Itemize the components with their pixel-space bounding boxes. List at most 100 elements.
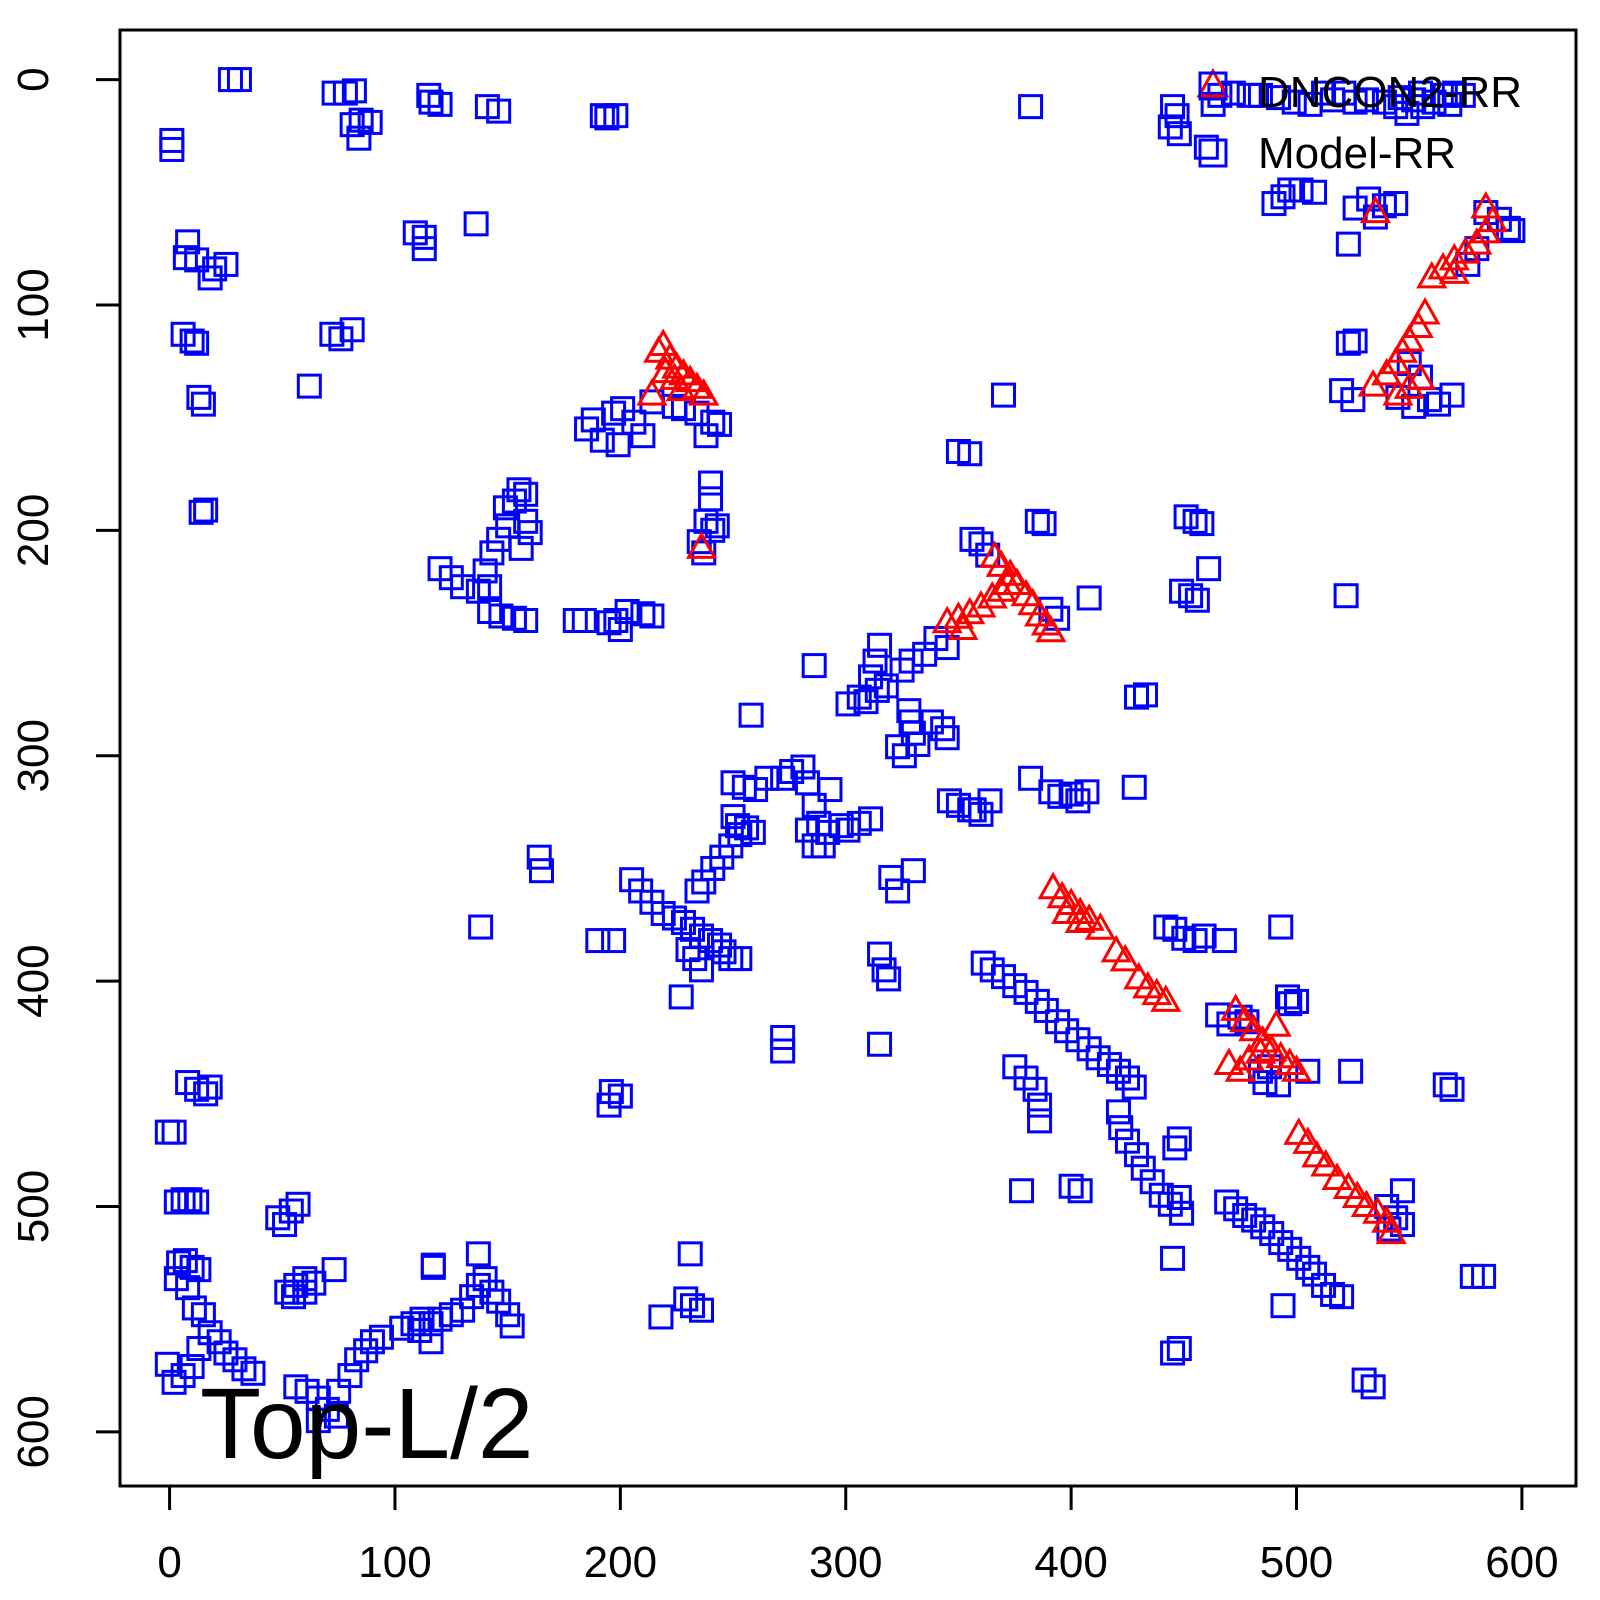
dncon2-rr-point-17 <box>976 580 1008 609</box>
model-rr-point-373 <box>240 1360 266 1386</box>
model-rr-point-15 <box>486 98 512 124</box>
model-rr-point-77 <box>1342 195 1368 221</box>
dncon2-rr-point-44 <box>1449 236 1482 264</box>
model-rr-point-405 <box>368 1324 394 1350</box>
model-rr-point-18 <box>603 103 629 129</box>
model-rr-point-359 <box>184 1189 210 1215</box>
model-rr-point-330 <box>1471 1263 1497 1289</box>
dncon2-rr-point-36 <box>1402 310 1434 339</box>
model-rr-point-22 <box>1157 114 1183 140</box>
model-rr-point-196 <box>828 813 854 839</box>
y-tick-label-0: 0 <box>9 67 58 91</box>
dncon2-rr-point-64 <box>1220 993 1252 1021</box>
dncon2-rr-point-6 <box>681 371 713 399</box>
model-rr-point-205 <box>734 815 760 841</box>
model-rr-point-171 <box>873 673 899 699</box>
dncon2-rr-point-14 <box>942 601 975 629</box>
model-rr-point-260 <box>1121 774 1147 800</box>
model-rr-point-377 <box>161 1369 187 1395</box>
model-rr-point-163 <box>898 648 924 674</box>
model-rr-point-131 <box>492 495 518 521</box>
model-rr-point-181 <box>891 743 917 769</box>
dncon2-rr-point-38 <box>1382 378 1414 406</box>
model-rr-point-190 <box>790 754 816 780</box>
model-rr-point-355 <box>161 1119 187 1145</box>
model-rr-point-165 <box>867 632 893 658</box>
model-rr-point-180 <box>934 725 960 751</box>
model-rr-point-20 <box>1160 94 1186 120</box>
dncon2-rr-point-30 <box>1359 195 1391 224</box>
dncon2-rr-point-7 <box>688 378 720 406</box>
model-rr-point-336 <box>1259 1221 1285 1247</box>
model-rr-point-183 <box>738 702 764 728</box>
model-rr-point-136 <box>517 520 543 546</box>
model-rr-point-88 <box>1401 393 1427 419</box>
model-rr-point-261 <box>1173 504 1199 530</box>
model-rr-point-313 <box>1166 1185 1192 1211</box>
model-rr-point-304 <box>1009 1178 1035 1204</box>
model-rr-point-246 <box>885 878 911 904</box>
x-tick-label-100: 100 <box>358 1538 431 1587</box>
model-rr-point-348 <box>1058 1173 1084 1199</box>
model-rr-point-23 <box>1166 121 1192 147</box>
model-rr-point-5 <box>332 80 358 106</box>
model-rr-point-381 <box>193 1081 219 1107</box>
model-rr-point-403 <box>353 1338 379 1364</box>
model-rr-point-6 <box>341 78 367 104</box>
model-rr-point-155 <box>1024 508 1050 534</box>
model-rr-point-407 <box>400 1311 426 1337</box>
dncon2-rr-point-39 <box>1393 371 1425 399</box>
model-rr-point-54 <box>213 251 239 277</box>
model-rr-point-52 <box>184 247 210 273</box>
model-rr-point-204 <box>725 813 751 839</box>
model-rr-point-272 <box>1182 928 1208 954</box>
model-rr-point-384 <box>272 1212 298 1238</box>
dncon2-rr-point-63 <box>1064 905 1096 934</box>
model-rr-point-60 <box>190 391 216 417</box>
model-rr-point-252 <box>770 1038 796 1064</box>
model-rr-point-288 <box>1024 988 1050 1014</box>
model-rr-point-245 <box>878 864 904 890</box>
model-rr-point-172 <box>835 691 861 717</box>
model-rr-point-179 <box>930 716 956 742</box>
model-rr-point-206 <box>740 819 766 845</box>
model-rr-point-380 <box>184 1076 210 1102</box>
model-rr-point-103 <box>601 400 627 426</box>
model-rr-point-371 <box>222 1347 248 1373</box>
model-rr-point-17 <box>594 105 620 131</box>
model-rr-point-202 <box>794 817 820 843</box>
model-rr-point-8 <box>348 107 374 133</box>
model-rr-point-306 <box>1108 1115 1134 1141</box>
model-rr-point-302 <box>1027 1092 1053 1118</box>
model-rr-point-50 <box>175 229 201 255</box>
model-rr-point-149 <box>639 603 665 629</box>
series-model-rr <box>154 67 1526 1434</box>
model-rr-point-128 <box>479 540 505 566</box>
model-rr-point-236 <box>684 878 710 904</box>
model-rr-point-277 <box>1277 991 1303 1017</box>
model-rr-point-58 <box>184 330 210 356</box>
model-rr-point-0 <box>217 67 243 93</box>
plot-marks <box>154 67 1526 1434</box>
model-rr-point-382 <box>197 1074 223 1100</box>
model-rr-point-164 <box>889 657 915 683</box>
model-rr-point-65 <box>411 236 437 262</box>
y-tick-label-400: 400 <box>9 944 58 1017</box>
model-rr-point-3 <box>159 136 185 162</box>
model-rr-point-393 <box>321 1257 347 1283</box>
model-rr-point-68 <box>319 321 345 347</box>
model-rr-point-295 <box>1096 1052 1122 1078</box>
dncon2-rr-point-23 <box>1001 567 1033 595</box>
dncon2-rr-point-66 <box>1238 1013 1270 1042</box>
dncon2-rr-point-75 <box>1244 1036 1277 1064</box>
model-rr-point-127 <box>472 558 498 584</box>
y-tick-label-500: 500 <box>9 1170 58 1243</box>
model-rr-point-319 <box>1166 1336 1192 1362</box>
model-rr-point-115 <box>698 470 724 496</box>
model-rr-point-429 <box>688 1297 714 1323</box>
model-rr-point-416 <box>479 1279 505 1305</box>
series-dncon2-rr <box>636 191 1509 1245</box>
model-rr-point-151 <box>957 441 983 467</box>
model-rr-point-112 <box>700 409 726 435</box>
model-rr-point-24 <box>1193 134 1219 160</box>
